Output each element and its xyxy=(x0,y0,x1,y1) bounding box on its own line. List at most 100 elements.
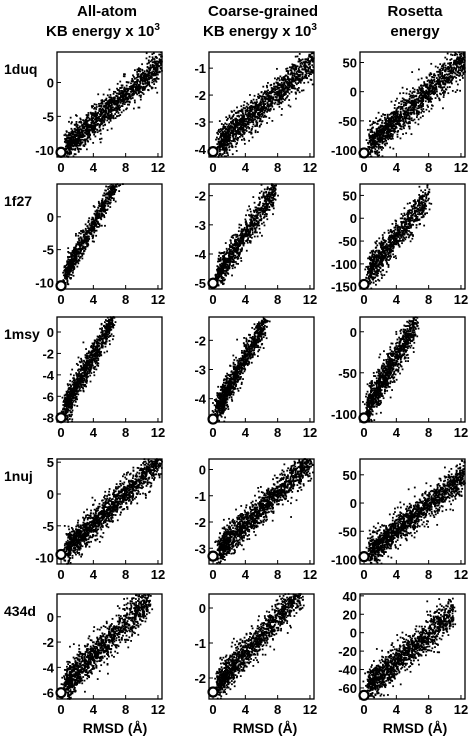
decoy-point xyxy=(76,248,79,251)
decoy-point xyxy=(75,125,78,128)
decoy-point xyxy=(305,65,308,68)
decoy-point xyxy=(137,70,140,73)
decoy-point xyxy=(156,68,159,70)
decoy-point xyxy=(302,89,305,92)
decoy-point xyxy=(398,102,400,104)
decoy-point xyxy=(252,112,255,115)
decoy-point xyxy=(240,114,242,117)
decoy-point xyxy=(293,74,296,77)
decoy-point xyxy=(244,111,247,114)
decoy-point xyxy=(279,75,282,78)
decoy-point xyxy=(107,105,110,108)
decoy-point xyxy=(259,110,262,112)
decoy-point xyxy=(155,65,158,67)
decoy-point xyxy=(102,115,105,117)
decoy-point xyxy=(463,61,466,64)
decoy-point xyxy=(252,121,255,124)
decoy-point xyxy=(310,71,313,73)
x-tick-label: 0 xyxy=(360,160,367,175)
decoy-point xyxy=(276,92,278,95)
decoy-point xyxy=(381,142,384,145)
decoy-point xyxy=(443,62,446,65)
decoy-point xyxy=(376,153,379,156)
decoy-point xyxy=(415,109,418,112)
decoy-point xyxy=(99,102,102,105)
decoy-point xyxy=(446,80,448,83)
decoy-point xyxy=(81,138,84,141)
decoy-point xyxy=(148,67,151,70)
decoy-point xyxy=(136,82,139,84)
decoy-point xyxy=(63,140,66,143)
decoy-point xyxy=(108,195,111,198)
decoy-point xyxy=(225,134,228,137)
decoy-point xyxy=(307,57,310,60)
decoy-point xyxy=(85,121,87,124)
decoy-point xyxy=(69,145,72,147)
decoy-point xyxy=(425,108,428,111)
decoy-point xyxy=(371,143,374,146)
decoy-point xyxy=(78,135,81,138)
decoy-point xyxy=(459,61,462,63)
decoy-point xyxy=(270,87,273,89)
decoy-point xyxy=(370,144,373,146)
decoy-point xyxy=(381,122,383,124)
decoy-point xyxy=(127,81,130,84)
decoy-point xyxy=(303,65,305,67)
decoy-point xyxy=(290,81,293,84)
decoy-point xyxy=(100,105,103,108)
decoy-point xyxy=(304,58,307,61)
decoy-point xyxy=(69,142,71,145)
decoy-point xyxy=(150,86,153,89)
decoy-point xyxy=(407,122,410,125)
decoy-point xyxy=(396,97,398,100)
decoy-point xyxy=(240,123,243,126)
decoy-point xyxy=(236,132,239,135)
decoy-point xyxy=(430,73,433,76)
decoy-point xyxy=(438,98,441,101)
decoy-point xyxy=(152,80,155,83)
decoy-point xyxy=(254,111,256,114)
decoy-point xyxy=(371,123,374,126)
decoy-point xyxy=(132,90,135,93)
decoy-point xyxy=(251,101,253,104)
decoy-point xyxy=(452,71,455,74)
decoy-point xyxy=(451,89,454,92)
decoy-point xyxy=(259,118,262,121)
decoy-point xyxy=(460,70,463,73)
decoy-point xyxy=(306,61,309,64)
decoy-point xyxy=(76,241,79,244)
decoy-point xyxy=(70,142,72,145)
decoy-point xyxy=(298,53,301,55)
decoy-point xyxy=(376,120,379,123)
decoy-point xyxy=(458,72,460,74)
decoy-point xyxy=(217,130,220,133)
decoy-point xyxy=(66,150,69,153)
decoy-point xyxy=(292,79,295,82)
decoy-point xyxy=(301,73,304,76)
decoy-point xyxy=(64,269,67,272)
decoy-point xyxy=(371,131,374,134)
decoy-point xyxy=(82,229,84,232)
decoy-point xyxy=(125,87,127,90)
decoy-point xyxy=(301,89,303,92)
decoy-point xyxy=(430,107,433,110)
decoy-point xyxy=(388,128,390,131)
decoy-point xyxy=(299,60,301,63)
decoy-point xyxy=(239,131,241,134)
decoy-point xyxy=(251,125,254,128)
decoy-point xyxy=(226,130,229,133)
decoy-point xyxy=(287,70,290,72)
decoy-point xyxy=(70,127,73,130)
decoy-point xyxy=(104,109,107,112)
decoy-point xyxy=(232,113,235,116)
decoy-point xyxy=(160,64,162,66)
decoy-point xyxy=(128,103,130,106)
decoy-point xyxy=(107,110,110,113)
decoy-point xyxy=(235,117,238,120)
decoy-point xyxy=(95,108,98,110)
decoy-point xyxy=(148,78,150,81)
decoy-point xyxy=(251,117,254,120)
decoy-point xyxy=(141,78,144,81)
decoy-point xyxy=(86,126,89,129)
